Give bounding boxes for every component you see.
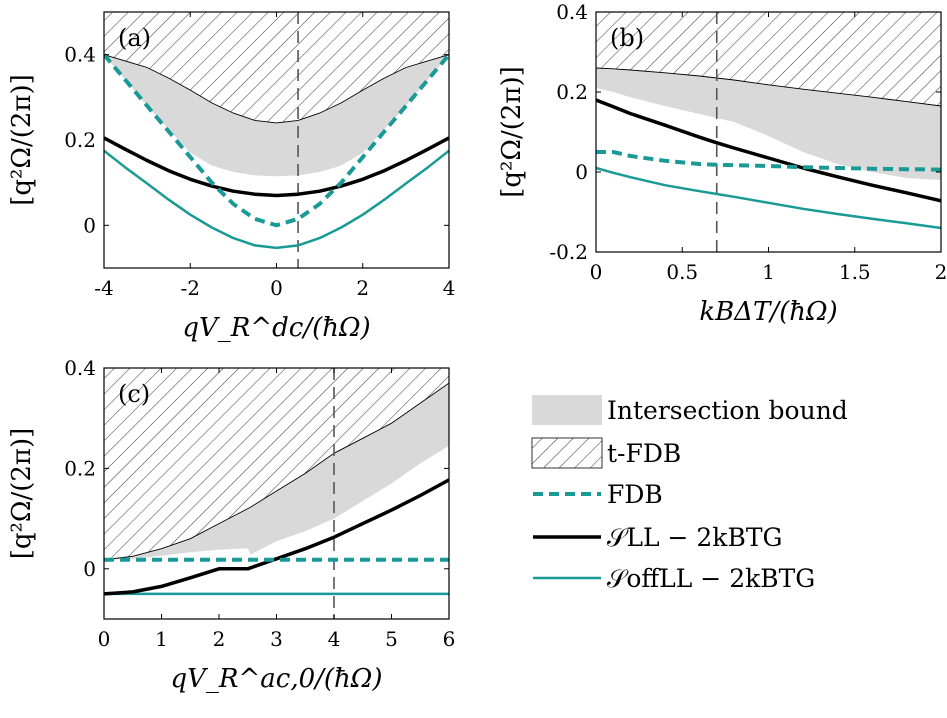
ytick-label-b: 0 [575,160,588,184]
legend: Intersection bound t-FDB FDB 𝒮LL − 2kBTG… [531,395,848,593]
intersection-region-c [104,383,449,560]
tfdb-region-a [104,12,449,123]
ytick-label-c: 0.4 [64,356,96,380]
xtick-label-c: 3 [270,627,283,651]
panel-label-b: (b) [610,24,644,52]
ytick-label-b: 0.2 [556,80,588,104]
xtick-label-b: 0 [590,260,603,284]
series-sll-c [104,478,449,596]
xtick-label-a: -4 [94,276,113,300]
xtick-label-c: 6 [443,627,456,651]
ylabel-b: [q²Ω/(2π)] [497,66,527,198]
ytick-label-b: -0.2 [549,240,588,264]
series-sll_off-a [104,149,449,250]
ylabel-c: [q²Ω/(2π)] [7,428,37,560]
xtick-label-c: 2 [213,627,226,651]
xtick-label-b: 2 [935,260,947,284]
intersection-region-a [104,54,449,177]
ytick-label-c: 0.2 [64,456,96,480]
xtick-label-b: 1.5 [839,260,871,284]
series-fdb-b [596,150,941,172]
plot-area-a [104,12,449,268]
xtick-label-c: 4 [328,627,341,651]
ytick-label-a: 0.2 [64,128,96,152]
tfdb-region-c [104,368,449,560]
series-sll-a [104,136,449,198]
ytick-label-c: 0 [83,557,96,581]
xtick-label-c: 5 [385,627,398,651]
xtick-label-b: 0.5 [666,260,698,284]
series-sll_off-b [596,166,941,230]
tfdb-line-b [596,67,941,107]
panel-label-c: (c) [118,380,150,408]
ytick-label-a: 0.4 [64,43,96,67]
xtick-label-c: 1 [155,627,168,651]
xtick-label-a: 2 [356,276,369,300]
xlabel-c: qV_R^ac,0/(ħΩ) [171,664,383,694]
plot-area-b [596,12,941,252]
tfdb-region-b [596,12,941,106]
xlabel-a: qV_R^dc/(ħΩ) [182,313,370,343]
ytick-label-a: 0 [83,213,96,237]
panel-a: -4 -2 0 2 4 0 0.2 0.4 (a) [q²Ω/(2π)] qV_R^dc/(ħΩ) [7,11,456,343]
legend-swatch-intersection [532,395,602,425]
legend-swatch-tfdb [531,437,603,469]
xtick-label-c: 0 [98,627,111,651]
panel-b: 0 0.5 1 1.5 2-0.200.20.4(b)[q²Ω/(2π)]kBΔT/(ħ… [497,0,947,327]
series-fdb-a [104,53,449,228]
intersection-region-b [596,68,941,180]
series-sll-b [596,98,941,203]
tfdb-line-c [104,382,449,561]
xtick-label-a: 0 [270,276,283,300]
xtick-label-b: 1 [762,260,775,284]
tfdb-line-a [104,54,449,124]
xtick-label-a: 4 [443,276,456,300]
xtick-label-a: -2 [181,276,200,300]
panel-c: 0 1 2 3 4 5 6 0 0.2 0.4 (c) [q²Ω/(2π)] qV_R^ac,0/(ħΩ… [7,356,455,694]
ylabel-a: [q²Ω/(2π)] [7,74,37,206]
legend-label-fdb: FDB [607,480,663,509]
legend-label-tfdb: t-FDB [607,439,681,468]
panel-label-a: (a) [118,24,151,52]
xlabel-b: kBΔT/(ħΩ) [699,297,837,327]
ytick-label-b: 0.4 [556,0,588,24]
legend-label-sll-off: 𝒮offLL − 2kBTG [607,564,815,593]
plot-area-c [104,368,449,619]
legend-label-sll: 𝒮LL − 2kBTG [607,523,782,552]
legend-label-intersection: Intersection bound [607,396,848,425]
